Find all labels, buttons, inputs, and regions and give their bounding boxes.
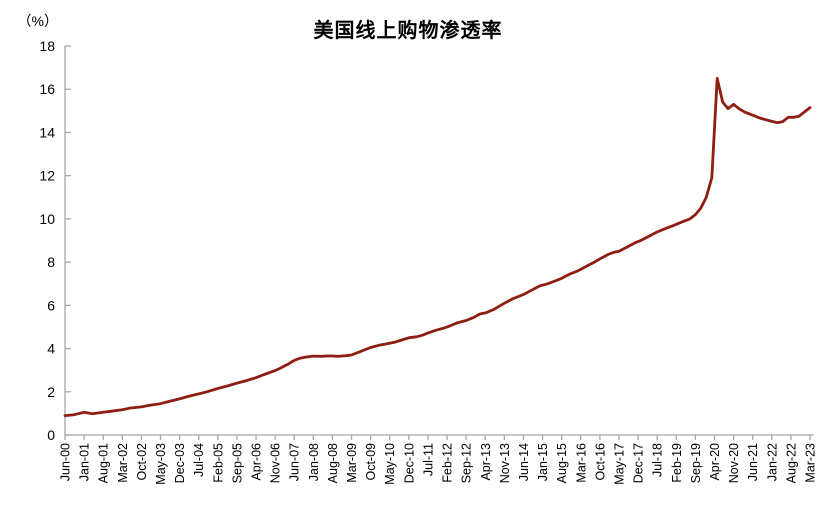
x-axis-tick-label: Dec-17 [632,443,646,483]
y-axis-tick-label: 6 [47,297,55,313]
x-axis-tick-label: Aug-15 [555,443,569,483]
x-axis-tick-label: Apr-13 [479,443,493,481]
us-online-shopping-penetration-line [63,77,812,418]
x-axis-tick-label: Nov-20 [727,443,741,483]
y-axis-unit-label: （%） [18,13,58,29]
x-axis-ticks [64,435,811,440]
x-axis-tick-label: May-03 [154,443,168,485]
chart-title: 美国线上购物渗透率 [314,18,503,42]
x-axis-tick-label: Mar-02 [116,443,130,483]
y-axis-tick-label: 14 [39,124,55,140]
x-axis-tick-label: Oct-09 [364,443,378,481]
x-axis-tick-label: Feb-19 [670,443,684,483]
x-axis-tick-label: Jun-14 [517,443,531,481]
x-axis-tick-label: Jun-00 [59,443,73,481]
y-axis-tick-label: 10 [39,211,55,227]
y-axis-tick-label: 8 [47,254,55,270]
x-axis-tick-label: Jul-04 [192,443,206,477]
x-axis-tick-label: Oct-02 [135,443,149,481]
y-axis-tick-label: 16 [39,81,55,97]
x-axis-tick-label: Jul-18 [651,443,665,477]
x-axis-tick-labels: Jun-00 Jan-01 Aug-01 Mar-02 Oct-02 May-03 Dec-… [59,443,818,485]
x-axis-tick-label: Mar-09 [345,443,359,483]
x-axis-tick-label: Jan-15 [536,443,550,481]
x-axis-tick-label: Jan-01 [78,443,92,481]
x-axis-tick-label: Sep-19 [689,443,703,483]
x-axis-tick-label: May-10 [383,443,397,485]
x-axis-tick-label: Aug-01 [97,443,111,483]
x-axis-tick-label: Feb-05 [211,443,225,483]
x-axis-tick-label: Sep-12 [460,443,474,483]
x-axis-tick-label: Aug-08 [326,443,340,483]
x-axis-tick-label: Apr-06 [250,443,264,481]
x-axis-tick-label: Sep-05 [230,443,244,483]
y-axis-tick-label: 18 [39,38,55,54]
x-axis-tick-label: Jun-07 [288,443,302,481]
x-axis-tick-label: Mar-16 [574,443,588,483]
x-axis-tick-label: Nov-13 [498,443,512,483]
x-axis-tick-label: May-17 [612,443,626,485]
y-axis-tick-label: 12 [39,168,55,184]
x-axis-tick-label: Oct-16 [593,443,607,481]
y-axis-tick-label: 0 [47,427,55,443]
x-axis-tick-label: Feb-12 [441,443,455,483]
x-axis-tick-label: Nov-06 [269,443,283,483]
y-axis-tick-labels: 0 2 4 6 8 10 12 14 16 18 [39,38,55,443]
x-axis-tick-label: Dec-03 [173,443,187,483]
x-axis-tick-label: Jan-08 [307,443,321,481]
x-axis-tick-label: Jul-11 [421,443,435,476]
x-axis-tick-label: Apr-20 [708,443,722,481]
x-axis-tick-label: Dec-10 [402,443,416,483]
y-axis-tick-label: 4 [47,341,55,357]
x-axis-tick-label: Jun-21 [746,443,760,481]
x-axis-tick-label: Mar-23 [804,443,818,483]
x-axis-tick-label: Jan-22 [765,443,779,481]
y-axis-ticks [65,45,71,436]
x-axis-tick-label: Aug-22 [784,443,798,483]
y-axis-tick-label: 2 [47,384,55,400]
